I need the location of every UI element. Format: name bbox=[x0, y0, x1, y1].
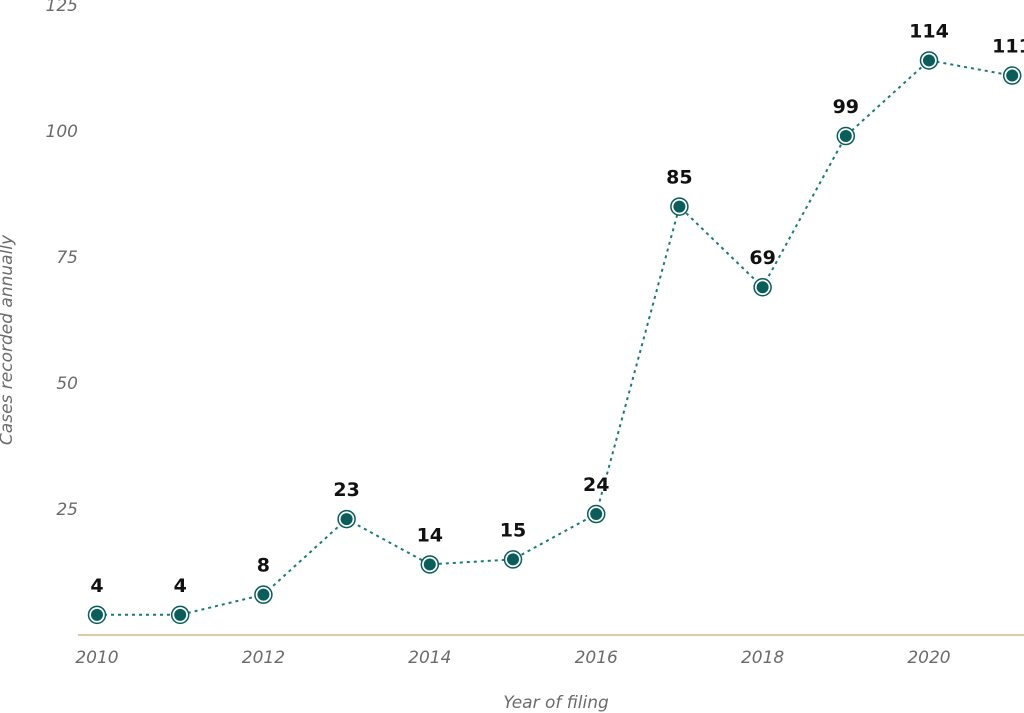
x-tick-label: 2020 bbox=[907, 648, 950, 668]
data-point-dot bbox=[91, 608, 103, 621]
data-point-dot bbox=[257, 588, 270, 601]
y-tick-label: 100 bbox=[46, 122, 78, 142]
x-tick-label: 2016 bbox=[575, 648, 618, 668]
data-point bbox=[670, 197, 689, 216]
data-label: 23 bbox=[333, 479, 359, 501]
data-labels: 4 4 8 23 14 15 24 85 69 99 114 111 bbox=[90, 20, 1024, 596]
y-axis-ticks: 25 50 75 100 125 bbox=[46, 0, 78, 520]
x-axis-title: Year of filing bbox=[503, 693, 609, 713]
data-point bbox=[503, 550, 523, 569]
data-point bbox=[254, 585, 273, 604]
x-tick-label: 2010 bbox=[75, 648, 118, 668]
data-label: 15 bbox=[500, 519, 526, 541]
x-axis-ticks: 2010 2012 2014 2016 2018 2020 bbox=[75, 648, 950, 668]
data-point-dot bbox=[839, 130, 852, 143]
data-point-dot bbox=[507, 553, 519, 566]
y-tick-label: 75 bbox=[56, 248, 78, 268]
data-label: 14 bbox=[417, 524, 443, 546]
data-point bbox=[170, 605, 190, 625]
data-label: 85 bbox=[666, 167, 692, 189]
data-point bbox=[87, 605, 107, 625]
data-point bbox=[753, 277, 772, 297]
y-tick-label: 25 bbox=[56, 500, 78, 520]
y-tick-label: 125 bbox=[46, 0, 78, 16]
data-point-dot bbox=[756, 281, 769, 294]
data-label: 4 bbox=[174, 575, 187, 597]
data-point bbox=[1002, 66, 1022, 85]
x-tick-label: 2012 bbox=[242, 648, 285, 668]
data-point bbox=[919, 51, 939, 70]
data-label: 114 bbox=[909, 20, 949, 42]
data-label: 8 bbox=[257, 555, 270, 577]
data-point-dot bbox=[340, 513, 353, 526]
y-tick-label: 50 bbox=[56, 374, 78, 394]
y-axis-title: Cases recorded annually bbox=[0, 234, 17, 445]
data-point bbox=[836, 126, 856, 146]
data-label: 69 bbox=[749, 247, 775, 269]
data-point-dot bbox=[174, 608, 187, 621]
series-line bbox=[97, 59, 1013, 616]
data-point bbox=[337, 509, 356, 529]
data-point-dot bbox=[923, 54, 935, 67]
data-markers bbox=[87, 51, 1022, 625]
data-label: 4 bbox=[90, 575, 103, 597]
x-tick-label: 2014 bbox=[408, 648, 451, 668]
data-label: 24 bbox=[583, 474, 609, 496]
data-point bbox=[586, 504, 606, 524]
data-point-dot bbox=[423, 558, 436, 571]
data-point-dot bbox=[673, 200, 686, 213]
x-tick-label: 2018 bbox=[741, 648, 784, 668]
data-label: 111 bbox=[992, 36, 1024, 58]
data-point bbox=[420, 555, 440, 574]
data-label: 99 bbox=[833, 96, 859, 118]
data-point-dot bbox=[590, 508, 603, 521]
data-point-dot bbox=[1006, 69, 1019, 82]
